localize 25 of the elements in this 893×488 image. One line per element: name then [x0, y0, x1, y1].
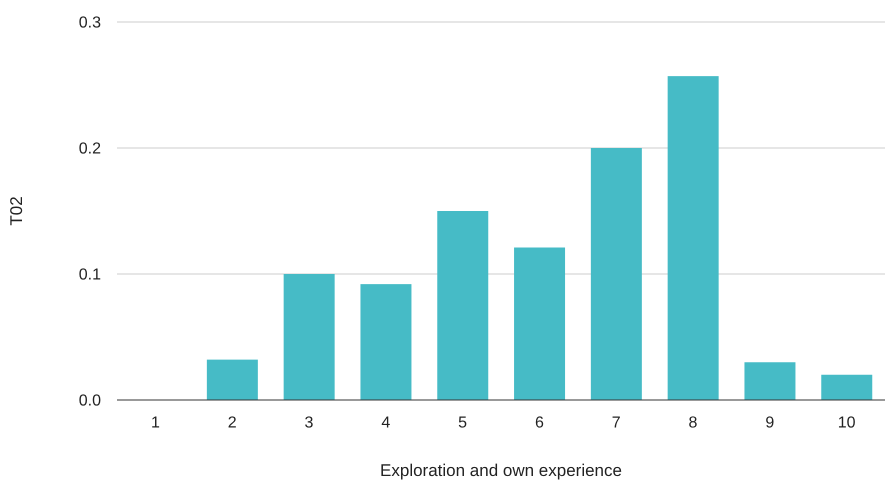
- x-tick-label: 3: [304, 414, 314, 432]
- x-tick-label: 6: [534, 414, 544, 432]
- bar: [206, 360, 258, 400]
- x-tick-label: 9: [765, 414, 774, 432]
- x-tick-label: 7: [612, 414, 621, 432]
- bar: [668, 76, 719, 400]
- bar: [821, 374, 872, 400]
- x-tick-label: 2: [228, 414, 237, 432]
- y-tick-label: 0.1: [78, 266, 102, 284]
- bar: [284, 274, 335, 400]
- bar: [437, 211, 488, 400]
- x-tick-label: 8: [688, 414, 698, 432]
- y-axis-title: T02: [7, 196, 26, 226]
- x-axis-title: Exploration and own experience: [380, 461, 622, 480]
- y-tick-label: 0.2: [78, 140, 102, 158]
- bar: [590, 148, 642, 400]
- bar: [514, 248, 566, 400]
- bar: [360, 284, 412, 400]
- y-tick-label: 0.0: [78, 392, 102, 410]
- x-tick-label: 1: [150, 414, 160, 432]
- x-tick-label: 4: [381, 414, 390, 432]
- y-tick-label: 0.3: [78, 14, 102, 32]
- x-tick-label: 5: [458, 414, 468, 432]
- bar: [744, 362, 796, 400]
- x-tick-label: 10: [838, 414, 856, 432]
